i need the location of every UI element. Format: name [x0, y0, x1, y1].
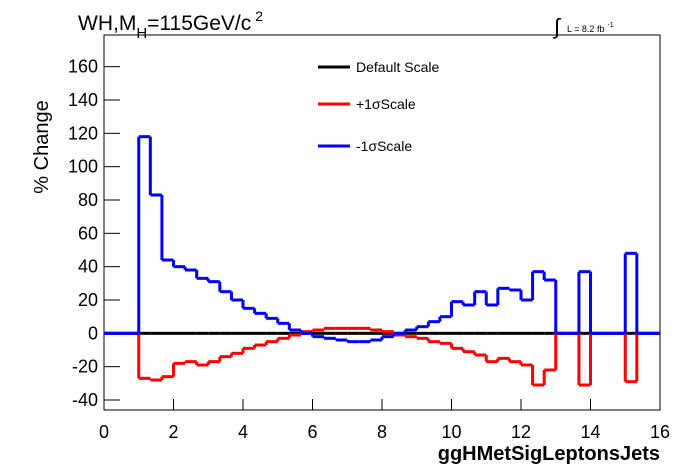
x-tick-label: 14 — [580, 422, 600, 442]
legend-label: +1σScale — [356, 96, 416, 112]
histogram-riser — [137, 328, 639, 385]
histogram-riser — [137, 136, 639, 342]
y-tick-label: 140 — [68, 90, 98, 110]
y-tick-label: 20 — [78, 290, 98, 310]
y-tick-label: -20 — [72, 357, 98, 377]
x-axis-label: ggHMetSigLeptonsJets — [438, 443, 660, 465]
x-tick-label: 8 — [377, 422, 387, 442]
legend-label: Default Scale — [356, 59, 439, 75]
x-tick-label: 6 — [307, 422, 317, 442]
x-tick-label: 16 — [650, 422, 670, 442]
y-tick-label: 0 — [88, 323, 98, 343]
y-tick-label: 120 — [68, 123, 98, 143]
legend-label: -1σScale — [356, 138, 412, 154]
y-tick-label: 60 — [78, 223, 98, 243]
luminosity-label: L = 8.2 fb -1 — [567, 22, 614, 34]
x-tick-label: 10 — [441, 422, 461, 442]
y-axis-label: % Change — [31, 100, 53, 193]
chart-title: WH,MH=115GeV/c 2 — [78, 8, 263, 42]
x-tick-label: 12 — [511, 422, 531, 442]
y-tick-label: 40 — [78, 257, 98, 277]
x-tick-label: 0 — [99, 422, 109, 442]
x-tick-label: 2 — [168, 422, 178, 442]
y-tick-label: 100 — [68, 157, 98, 177]
y-tick-label: 160 — [68, 57, 98, 77]
integral-sign: ∫ — [552, 14, 562, 39]
y-tick-label: 80 — [78, 190, 98, 210]
y-tick-label: -40 — [72, 390, 98, 410]
x-tick-label: 4 — [238, 422, 248, 442]
